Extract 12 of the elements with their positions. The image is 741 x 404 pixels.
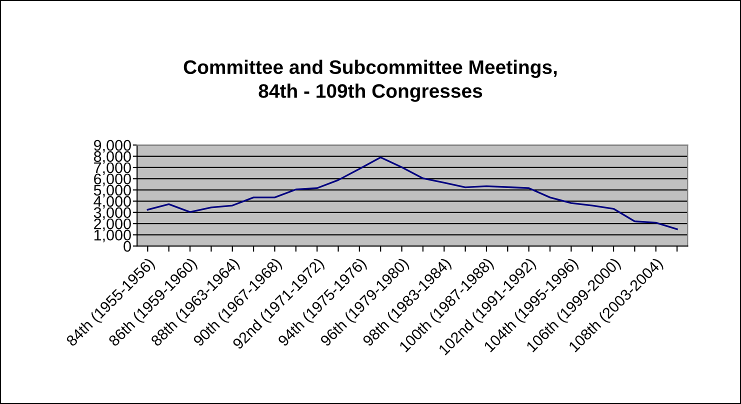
- y-tick-label: 1,000: [94, 230, 131, 242]
- y-tick-label: 8,000: [94, 151, 131, 164]
- chart-title: Committee and Subcommittee Meetings, 84th - 109th Congresses: [184, 60, 557, 102]
- line-series: [146, 156, 678, 230]
- y-tick-label: 3,000: [94, 207, 131, 220]
- y-tick-label: 4,000: [94, 196, 131, 209]
- y-tick-label: 5,000: [94, 184, 131, 198]
- y-tick-label: 7,000: [94, 162, 131, 175]
- y-tick-label: 2,000: [94, 218, 131, 232]
- y-tick-label: 9,000: [94, 140, 131, 153]
- y-tick-label: 0: [124, 240, 131, 252]
- y-tick-label: 6,000: [94, 174, 131, 186]
